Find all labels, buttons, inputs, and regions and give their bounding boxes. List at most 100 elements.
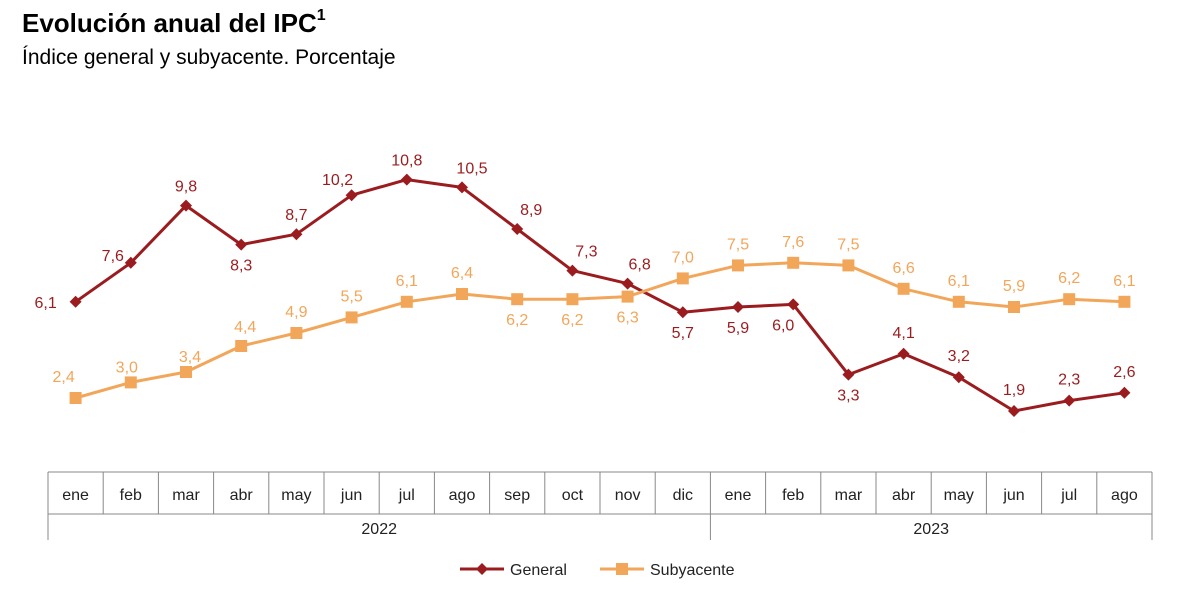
data-label-general: 3,2 — [948, 348, 970, 365]
data-label-general: 9,8 — [175, 179, 197, 196]
data-point-subyacente — [400, 295, 413, 308]
data-label-general: 5,9 — [727, 320, 749, 337]
data-point-subyacente — [1008, 301, 1020, 313]
x-tick-label: mar — [172, 487, 200, 504]
data-point-subyacente — [345, 311, 358, 324]
series-line-subyacente — [75, 261, 1125, 400]
x-tick-label: ene — [62, 487, 89, 504]
data-point-subyacente — [1063, 293, 1076, 306]
data-point-subyacente — [1118, 295, 1131, 308]
data-point-general — [897, 347, 910, 360]
x-tick-label: feb — [782, 487, 804, 504]
data-label-general: 4,1 — [892, 325, 914, 342]
data-label-general: 3,3 — [837, 388, 859, 405]
x-tick-label: ago — [1111, 487, 1138, 504]
data-label-general: 1,9 — [1003, 382, 1025, 399]
x-tick-label: dic — [673, 487, 693, 504]
series-line-general — [74, 178, 1125, 413]
x-tick-label: jul — [398, 487, 415, 504]
data-point-general — [1063, 394, 1076, 407]
legend-label-general: General — [510, 562, 567, 579]
data-point-subyacente — [621, 290, 634, 303]
legend: General Subyacente — [460, 562, 735, 579]
data-point-general — [400, 173, 413, 186]
x-tick-label: ene — [725, 487, 752, 504]
data-label-subyacente: 4,4 — [234, 319, 256, 336]
data-point-subyacente — [290, 327, 303, 339]
x-tick-label: oct — [562, 487, 584, 504]
data-point-general — [345, 189, 358, 202]
data-label-general: 6,8 — [628, 257, 650, 274]
x-tick-label: may — [944, 487, 974, 504]
data-point-subyacente — [180, 366, 192, 378]
data-label-general: 6,1 — [34, 295, 56, 312]
data-label-subyacente: 3,4 — [179, 349, 201, 366]
year-label: 2023 — [913, 521, 949, 538]
x-tick-label: feb — [120, 487, 142, 504]
data-label-subyacente: 6,4 — [451, 265, 473, 282]
data-point-general — [566, 264, 579, 277]
data-point-subyacente — [235, 340, 248, 352]
data-point-general — [69, 295, 82, 308]
data-point-general — [511, 223, 524, 235]
data-label-subyacente: 6,2 — [506, 312, 528, 329]
data-label-subyacente: 6,1 — [1113, 273, 1135, 290]
data-label-subyacente: 7,6 — [782, 234, 804, 251]
chart-title-text: Evolución anual del IPC — [22, 8, 317, 38]
data-label-subyacente: 4,9 — [285, 304, 307, 321]
legend-marker-general — [476, 563, 488, 575]
data-label-subyacente: 6,2 — [1058, 270, 1080, 287]
data-point-subyacente — [842, 259, 855, 272]
data-point-general — [290, 228, 303, 241]
data-labels: 6,1 7,6 9,8 8,3 8,7 10,2 10,8 10,5 8,9 7,3 6,8 5,7 5… — [34, 153, 1135, 405]
data-label-general: 5,7 — [672, 325, 694, 342]
x-tick-label: mar — [835, 487, 863, 504]
chart-title: Evolución anual del IPC1 — [22, 7, 326, 39]
data-label-subyacente: 6,2 — [561, 312, 583, 329]
x-tick-label: abr — [230, 487, 254, 504]
data-label-general: 10,5 — [456, 160, 487, 177]
data-point-subyacente — [897, 282, 910, 295]
data-point-general — [235, 238, 248, 251]
year-label: 2022 — [361, 521, 397, 538]
x-axis-table: ene feb mar abr may jun jul ago sep oct nov dic ene f… — [47, 471, 1153, 540]
data-label-general: 2,3 — [1058, 372, 1080, 389]
data-point-general — [1008, 405, 1020, 417]
data-point-subyacente — [676, 272, 689, 285]
data-label-subyacente: 7,5 — [837, 236, 859, 253]
data-point-general — [124, 256, 137, 269]
data-label-subyacente: 7,5 — [727, 236, 749, 253]
data-label-general: 8,9 — [520, 202, 542, 219]
data-point-subyacente — [124, 376, 137, 389]
data-label-general: 8,3 — [230, 258, 252, 275]
data-point-subyacente — [787, 256, 800, 269]
data-label-subyacente: 3,0 — [116, 359, 138, 376]
chart-subtitle: Índice general y subyacente. Porcentaje — [22, 46, 396, 69]
data-label-general: 8,7 — [285, 207, 307, 224]
data-label-general: 6,0 — [772, 317, 794, 334]
data-label-subyacente: 6,6 — [892, 260, 914, 277]
data-point-general — [842, 368, 855, 381]
data-point-subyacente — [732, 259, 744, 272]
series-markers — [69, 173, 1131, 417]
data-point-subyacente — [952, 295, 965, 308]
data-label-subyacente: 5,5 — [340, 288, 362, 305]
x-tick-label: jul — [1060, 487, 1077, 504]
x-tick-label: nov — [615, 487, 641, 504]
title-footnote-mark: 1 — [316, 7, 326, 25]
data-point-general — [1118, 386, 1131, 399]
data-point-general — [952, 371, 965, 384]
data-point-general — [676, 306, 689, 319]
x-tick-label: may — [281, 487, 311, 504]
x-tick-label: abr — [892, 487, 916, 504]
data-point-general — [732, 301, 744, 313]
series-lines — [74, 178, 1125, 413]
x-tick-label: ago — [449, 487, 476, 504]
data-label-subyacente: 6,1 — [948, 273, 970, 290]
data-point-subyacente — [566, 293, 579, 306]
data-label-subyacente: 7,0 — [672, 249, 694, 266]
data-point-general — [180, 199, 192, 212]
x-tick-label: jun — [1002, 487, 1024, 504]
data-point-subyacente — [69, 392, 82, 404]
